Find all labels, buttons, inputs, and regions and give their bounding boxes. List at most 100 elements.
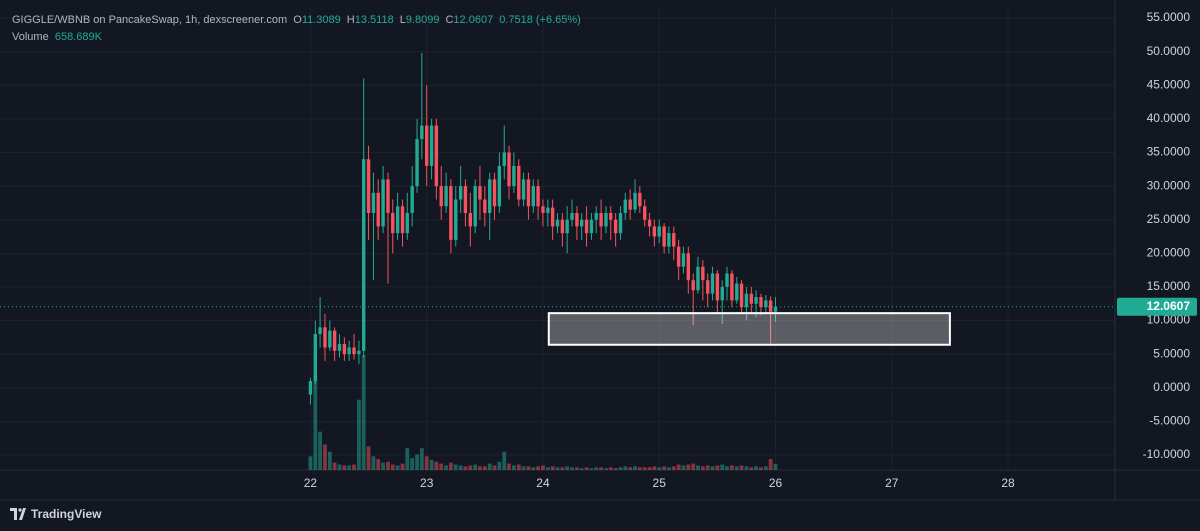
ohlc-key: C: [445, 14, 454, 26]
volume-bar: [575, 467, 579, 470]
candle-body: [381, 179, 385, 227]
candle-body: [386, 179, 390, 213]
candle-body: [730, 273, 734, 301]
volume-bar: [366, 446, 371, 470]
candle-body: [672, 233, 676, 247]
candle-body: [633, 192, 637, 210]
volume-bar: [657, 467, 662, 470]
candle-body: [463, 186, 468, 213]
candle-body: [579, 219, 584, 227]
volume-bar: [545, 467, 550, 470]
candle-body: [492, 179, 497, 207]
ohlc-key: H: [346, 14, 355, 26]
candle-body: [429, 125, 434, 166]
volume-bar: [536, 466, 540, 470]
volume-bar: [676, 464, 681, 470]
volume-bar: [773, 463, 778, 470]
volume-bar: [550, 466, 555, 470]
volume-bar: [637, 467, 642, 470]
brand[interactable]: TradingView: [10, 507, 101, 521]
volume-bar: [516, 464, 521, 470]
volume-bar: [613, 468, 618, 470]
volume-bar: [405, 448, 410, 470]
candle-body: [735, 283, 739, 301]
candle-body: [681, 253, 686, 267]
volume-bar: [671, 466, 676, 470]
volume-bar: [579, 468, 584, 470]
candle-body: [488, 179, 492, 213]
volume-bar: [395, 465, 400, 470]
volume-bar: [439, 463, 444, 470]
ohlc-value: 12.0607: [453, 14, 494, 26]
volume-key: Volume: [12, 31, 49, 43]
volume-bar: [386, 461, 390, 470]
volume-bar: [584, 467, 589, 470]
volume-bar: [453, 464, 458, 470]
volume-bar: [434, 461, 439, 470]
candle-body: [570, 212, 574, 220]
volume-bar: [691, 463, 696, 470]
candle-body: [332, 330, 337, 351]
candle-body: [405, 212, 409, 234]
x-tick-label: 23: [420, 476, 434, 490]
ohlc-value: 9.8099: [405, 14, 440, 26]
candle-body: [391, 212, 395, 234]
volume-bar: [759, 467, 763, 470]
volume-bar: [337, 464, 342, 470]
candle-body: [662, 226, 666, 247]
volume-bar: [594, 467, 599, 470]
volume-bar: [565, 466, 570, 470]
y-tick-label: -5.0000: [1149, 414, 1190, 428]
candle-body: [706, 280, 710, 294]
candle-body: [420, 125, 424, 140]
candle-body: [468, 212, 472, 227]
volume-bar: [327, 451, 332, 470]
candle-body: [434, 125, 439, 187]
volume-bar: [347, 465, 352, 470]
volume-bar: [749, 467, 754, 470]
candle-body: [357, 350, 361, 355]
y-tick-label: 15.0000: [1147, 279, 1191, 293]
candle-body: [449, 186, 453, 240]
volume-bar: [502, 451, 507, 470]
candle-body: [400, 206, 405, 234]
candle-body: [458, 186, 463, 200]
x-tick-label: 28: [1001, 476, 1015, 490]
y-tick-label: 30.0000: [1147, 178, 1191, 192]
volume-bar: [604, 468, 608, 470]
y-tick-label: 5.0000: [1153, 346, 1190, 360]
candle-body: [686, 253, 691, 281]
volume-bar: [521, 466, 526, 470]
volume-bar: [308, 456, 313, 470]
volume-bar: [700, 466, 705, 470]
candle-body: [701, 266, 705, 281]
candle-body: [454, 199, 458, 240]
candle-body: [676, 246, 681, 267]
volume-bar: [739, 465, 744, 470]
volume-bar: [589, 468, 594, 470]
candle-body: [604, 212, 608, 227]
candle-body: [657, 226, 661, 237]
candle-body: [507, 152, 511, 187]
volume-bar: [473, 464, 478, 470]
y-tick-label: 25.0000: [1147, 212, 1191, 226]
volume-bar: [725, 466, 729, 470]
candle-body: [618, 212, 623, 234]
candle-body: [541, 206, 545, 213]
candle-body: [497, 165, 502, 207]
candle-body: [361, 159, 366, 351]
candle-body: [768, 300, 773, 312]
candle-body: [308, 381, 313, 395]
symbol: GIGGLE/WBNB on PancakeSwap, 1h, dexscree…: [12, 14, 288, 26]
candle-body: [715, 273, 720, 301]
brand-logo: [10, 508, 26, 520]
candle-body: [512, 165, 516, 187]
volume-bar: [492, 465, 497, 470]
volume-bar: [531, 467, 536, 470]
candle-body: [589, 219, 594, 234]
volume-bar: [511, 465, 516, 470]
volume-bar: [734, 466, 739, 470]
volume-bar: [541, 465, 545, 470]
candle-body: [424, 125, 429, 166]
